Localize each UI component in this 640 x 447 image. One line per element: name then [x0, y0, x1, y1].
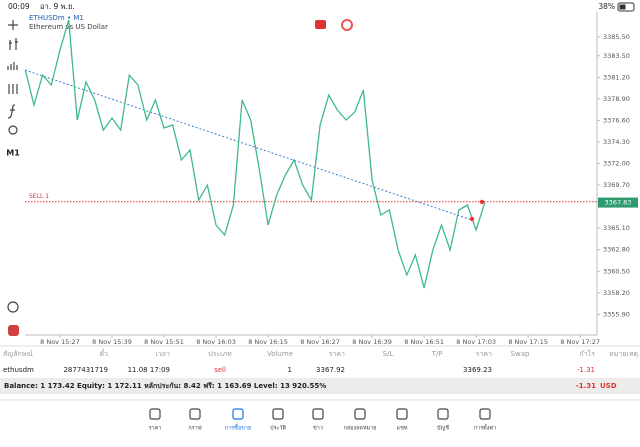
nav-icon[interactable] [437, 408, 449, 420]
nav-label[interactable]: กล่องจดหมาย [343, 426, 376, 432]
y-tick-label: 3376.60 [603, 116, 630, 124]
order-dot [469, 216, 475, 222]
nav-label[interactable]: ราคา [149, 426, 162, 432]
speed-tool[interactable] [7, 301, 19, 313]
balance-profit: -1.31 [576, 382, 596, 390]
nav-icon[interactable] [312, 408, 324, 420]
y-tick-label: 3372.00 [603, 160, 630, 168]
column-header: สัญลักษณ์ [3, 350, 33, 358]
table-cell[interactable]: 11.08 17:09 [128, 366, 170, 374]
column-header: กำไร [580, 349, 596, 358]
column-header: Swap [511, 350, 530, 358]
y-tick-label: 3362.80 [603, 246, 630, 254]
table-cell[interactable]: 3369.23 [463, 366, 492, 374]
battery: 38% [598, 2, 615, 11]
nav-icon[interactable] [272, 408, 284, 420]
sell-label: SELL 1 [29, 193, 49, 200]
last-price-label: 3367.83 [605, 199, 632, 207]
column-header: T/P [431, 350, 443, 358]
balance-currency: USD [600, 382, 617, 390]
column-header: ราคา [329, 350, 345, 358]
battery-level [619, 4, 626, 10]
chart-title: ETHUSDm • M1 [29, 14, 84, 22]
x-tick-label: 8 Nov 15:51 [144, 338, 184, 346]
x-tick-label: 8 Nov 16:27 [300, 338, 340, 346]
order-dot [479, 199, 485, 205]
last-price-tag [598, 197, 638, 208]
table-cell[interactable]: ethusdm [3, 366, 34, 374]
column-header: S/L [383, 350, 394, 358]
x-tick-label: 8 Nov 15:27 [40, 338, 80, 346]
nav-icon[interactable] [189, 408, 201, 420]
nav-icon[interactable] [479, 408, 491, 420]
nav-label[interactable]: การตั้งค่า [474, 424, 496, 432]
y-tick-label: 3381.20 [603, 73, 630, 81]
price-line [24, 19, 486, 289]
nav-label[interactable]: กราฟ [188, 425, 201, 432]
balance-bar [0, 378, 640, 394]
nav-label[interactable]: การซื้อขาย [225, 424, 251, 432]
bars-tool[interactable] [9, 38, 18, 50]
nav-icon[interactable] [149, 408, 161, 420]
trend-line[interactable] [24, 69, 473, 221]
x-tick-label: 8 Nov 17:27 [560, 338, 600, 346]
column-header: หมายเหตุ [609, 350, 638, 358]
battery-icon [617, 2, 635, 12]
x-tick-label: 8 Nov 17:15 [508, 338, 548, 346]
timeframe[interactable]: M1 [6, 149, 20, 158]
status-date: อา. 9 พ.ย. [40, 2, 75, 11]
x-tick-label: 8 Nov 16:15 [248, 338, 288, 346]
y-tick-label: 3385.50 [603, 33, 630, 41]
trade-button[interactable] [315, 20, 326, 29]
y-tick-label: 3378.90 [603, 95, 630, 103]
y-tick-label: 3383.50 [603, 52, 630, 60]
objects-tool[interactable] [8, 84, 18, 94]
x-tick-label: 8 Nov 16:39 [352, 338, 392, 346]
table-cell[interactable]: 2877431719 [63, 366, 108, 374]
x-tick-label: 8 Nov 16:03 [196, 338, 236, 346]
chart-subtitle: Ethereum vs US Dollar [29, 23, 108, 31]
y-tick-label: 3374.30 [603, 138, 630, 146]
toolbar [7, 20, 19, 313]
shapes-tool[interactable] [8, 125, 18, 135]
indicators-tool[interactable] [7, 62, 18, 70]
status-time: 00:09 [8, 2, 30, 11]
y-tick-label: 3365.10 [603, 224, 630, 232]
column-header: ประเภท [208, 350, 232, 358]
nav-icon[interactable] [232, 408, 244, 420]
nav-label[interactable]: แชท [397, 425, 408, 432]
column-header: ตั๋ว [100, 349, 109, 358]
table-cell[interactable]: 3367.92 [316, 366, 345, 374]
x-tick-label: 8 Nov 16:51 [404, 338, 444, 346]
nav-icon[interactable] [354, 408, 366, 420]
x-tick-label: 8 Nov 17:03 [456, 338, 496, 346]
table-cell[interactable]: sell [214, 366, 226, 374]
function-tool[interactable] [7, 104, 16, 119]
y-tick-label: 3360.50 [603, 267, 630, 275]
crosshair-tool[interactable] [8, 20, 18, 30]
x-tick-label: 8 Nov 15:39 [92, 338, 132, 346]
sync-button[interactable] [341, 19, 353, 31]
y-tick-label: 3358.20 [603, 289, 630, 297]
table-cell[interactable]: -1.31 [577, 366, 595, 374]
y-tick-label: 3355.90 [603, 310, 630, 318]
column-header: เวลา [155, 350, 170, 358]
nav-icon[interactable] [396, 408, 408, 420]
balance-text: Balance: 1 173.42 Equity: 1 172.11 หลักป… [4, 382, 326, 390]
nav-label[interactable]: ข่าว [313, 426, 323, 432]
column-header: ราคา [476, 350, 492, 358]
nav-label[interactable]: บัญชี [437, 425, 449, 432]
table-cell[interactable]: 1 [288, 366, 292, 374]
y-tick-label: 3369.70 [603, 181, 630, 189]
column-header: Volume [267, 350, 293, 358]
nav-label[interactable]: ประวัติ [270, 425, 286, 432]
app-logo[interactable] [8, 325, 19, 336]
